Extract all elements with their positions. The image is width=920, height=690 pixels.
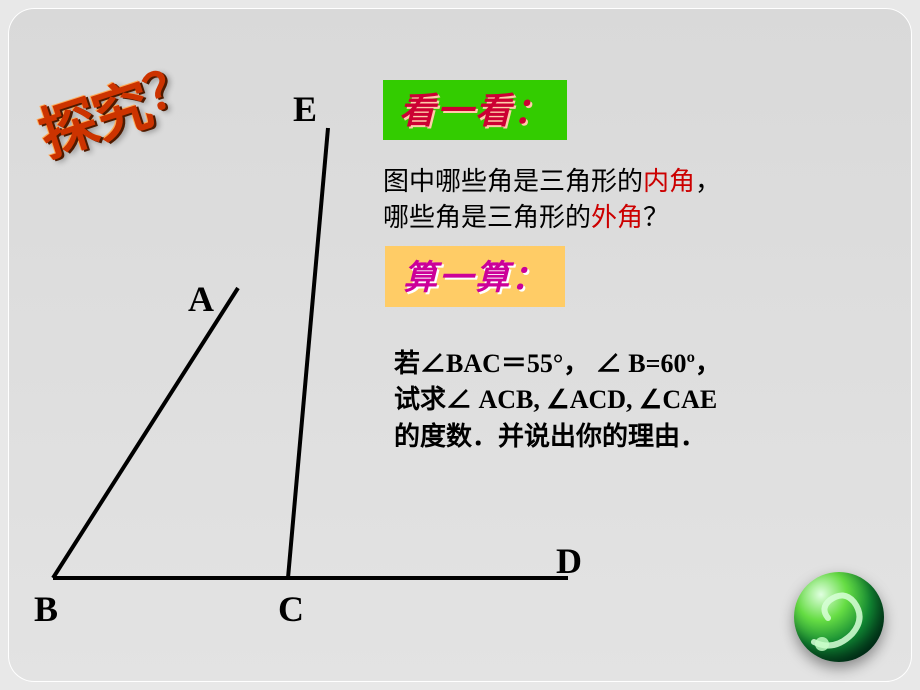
q1-hl1: 内角 <box>643 167 695 196</box>
label-C: C <box>278 588 304 630</box>
slide-card: 探究？ 看一看： 图中哪些角是三角形的内角， 哪些角是三角形的外角？ 算一算： … <box>8 8 912 682</box>
q1-hl2: 外角 <box>591 203 643 232</box>
q1-post1: ， <box>695 167 721 196</box>
label-A: A <box>188 278 214 320</box>
line-BA <box>53 288 238 578</box>
geometry-diagram: A B C D E <box>28 88 588 618</box>
label-B: B <box>34 588 58 630</box>
q1-post2: ？ <box>643 203 669 232</box>
line-CE <box>288 128 328 578</box>
label-E: E <box>293 88 317 130</box>
nav-orb-icon[interactable] <box>794 572 884 662</box>
diagram-svg <box>28 88 588 618</box>
label-D: D <box>556 540 582 582</box>
orb-swirl-icon <box>794 572 884 662</box>
